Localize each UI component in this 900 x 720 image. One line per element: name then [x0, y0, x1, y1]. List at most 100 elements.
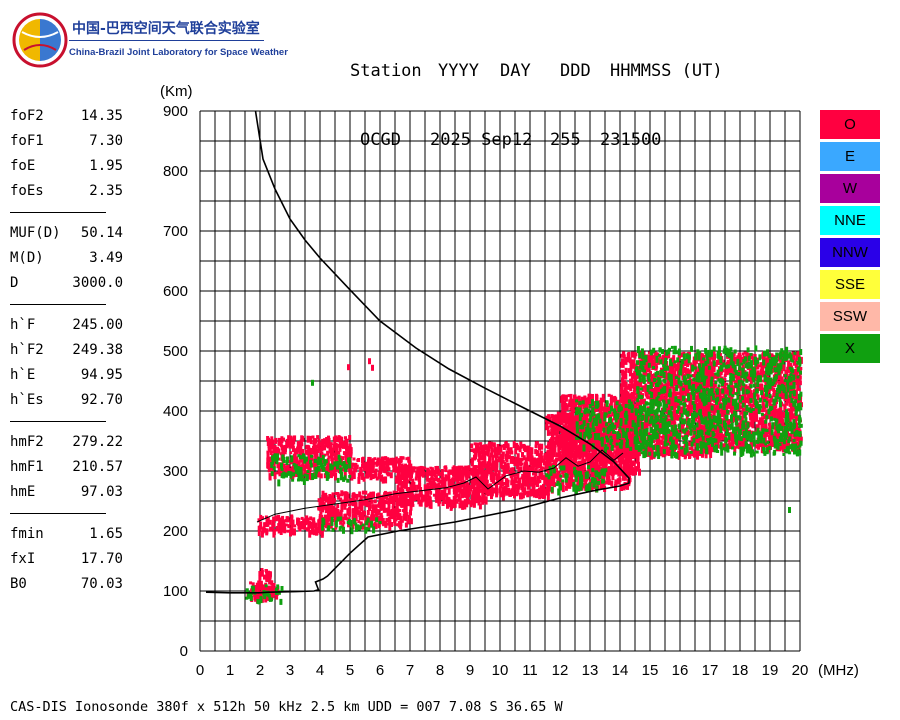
echo-cell-o: [447, 476, 451, 484]
echo-cell-o: [567, 446, 571, 450]
echo-cell-o: [602, 483, 606, 488]
echo-cell-o: [612, 469, 616, 474]
echo-cell-o: [462, 494, 466, 498]
echo-cell-o: [423, 484, 427, 492]
echo-cell-o: [369, 492, 373, 500]
echo-cell-o: [412, 466, 416, 473]
echo-cell-o: [481, 499, 485, 505]
echo-cell-o: [654, 367, 657, 371]
echo-cell-o: [505, 478, 509, 484]
echo-cell-o: [631, 444, 635, 451]
echo-cell-o: [600, 482, 603, 490]
echo-cell-o: [491, 460, 495, 465]
echo-cell-o: [560, 411, 564, 417]
echo-cell-o: [709, 452, 713, 458]
param-value: 97.03: [80, 484, 123, 500]
echo-cell-o: [263, 574, 266, 580]
echo-cell-o: [621, 449, 625, 457]
echo-cell-o: [688, 403, 692, 407]
echo-cell-o: [398, 509, 402, 512]
echo-cell-o: [406, 479, 410, 484]
echo-cell-o: [341, 516, 345, 522]
echo-cell-o: [566, 425, 570, 430]
echo-cell-o: [398, 497, 402, 503]
echo-cell-o: [600, 404, 603, 412]
echo-cell-o: [666, 413, 670, 418]
echo-cell-o: [386, 522, 390, 526]
echo-cell-o: [618, 469, 622, 477]
echo-cell-o: [461, 503, 464, 508]
echo-cell-o: [607, 393, 611, 397]
param-row: M(D) 3.49: [10, 250, 123, 275]
param-value: 7.30: [89, 133, 123, 149]
echo-cell-o: [621, 393, 625, 398]
echo-cell-o: [490, 447, 494, 455]
echo-cell-o: [464, 485, 468, 493]
echo-cell-o: [423, 466, 427, 470]
echo-cell-o: [257, 582, 261, 589]
echo-cell-o: [557, 442, 560, 447]
header-label-day: DAY: [500, 61, 531, 81]
echo-cell-o: [536, 451, 540, 455]
echo-cell-o: [567, 394, 571, 398]
echo-cell-o: [266, 519, 270, 527]
echo-cell-o: [620, 386, 624, 394]
echo-cell-o: [674, 364, 678, 368]
echo-cell-o: [669, 431, 673, 438]
echo-cell-o: [465, 502, 469, 508]
echo-cell-o: [633, 364, 637, 370]
echo-cell-o: [632, 359, 636, 366]
echo-cell-o: [572, 431, 576, 435]
echo-cell-o: [668, 365, 672, 369]
echo-cell-o: [450, 501, 454, 505]
echo-cell-o: [371, 504, 375, 510]
echo-cell-o: [267, 570, 270, 577]
echo-cell-o: [280, 519, 284, 527]
echo-cell-o: [624, 385, 628, 389]
echo-cell-o: [575, 401, 579, 405]
echo-cell-o: [694, 408, 698, 416]
echo-cell-o: [330, 512, 334, 520]
echo-cell-o: [622, 402, 626, 407]
echo-cell-o: [608, 467, 612, 473]
echo-cell-o: [521, 473, 525, 478]
echo-cell-o: [359, 521, 363, 528]
echo-cell-o: [279, 529, 283, 535]
echo-cell-o: [623, 380, 627, 384]
echo-cell-o: [588, 438, 592, 446]
echo-cell-o: [385, 507, 389, 513]
echo-cell-o: [543, 453, 547, 461]
param-row: foEs 2.35: [10, 183, 123, 208]
echo-cell-o: [304, 515, 308, 519]
echo-cell-o: [421, 471, 425, 478]
echo-cell-o: [388, 510, 392, 517]
echo-cell-o: [561, 450, 565, 454]
echo-cell-o: [653, 390, 657, 398]
echo-cell-o: [555, 468, 558, 471]
echo-cell-o: [554, 414, 558, 418]
echo-cell-o: [326, 505, 330, 513]
param-value: 17.70: [80, 551, 123, 567]
param-value: 50.14: [80, 225, 123, 241]
echo-cell-o: [650, 353, 654, 361]
echo-cell-o: [627, 368, 631, 374]
echo-cell-o: [420, 496, 424, 503]
echo-cell-o: [265, 576, 269, 582]
echo-cell-o: [336, 504, 340, 509]
echo-cell-o: [531, 459, 535, 467]
echo-cell-o: [630, 383, 634, 389]
echo-cell-o: [635, 456, 639, 464]
echo-cell-o: [563, 406, 567, 412]
echo-cell-o: [470, 458, 474, 463]
echo-cell-o: [268, 573, 272, 579]
echo-cell-o: [658, 447, 662, 455]
echo-cell-o: [525, 445, 529, 452]
echo-cell-o: [666, 387, 670, 394]
echo-cell-o: [599, 397, 603, 404]
echo-cell-o: [334, 492, 338, 495]
echo-cell-o: [482, 446, 486, 452]
param-row: MUF(D) 50.14: [10, 225, 123, 250]
echo-cell-o: [456, 483, 460, 487]
echo-cell-o: [468, 500, 472, 505]
echo-cell-o: [633, 352, 637, 359]
